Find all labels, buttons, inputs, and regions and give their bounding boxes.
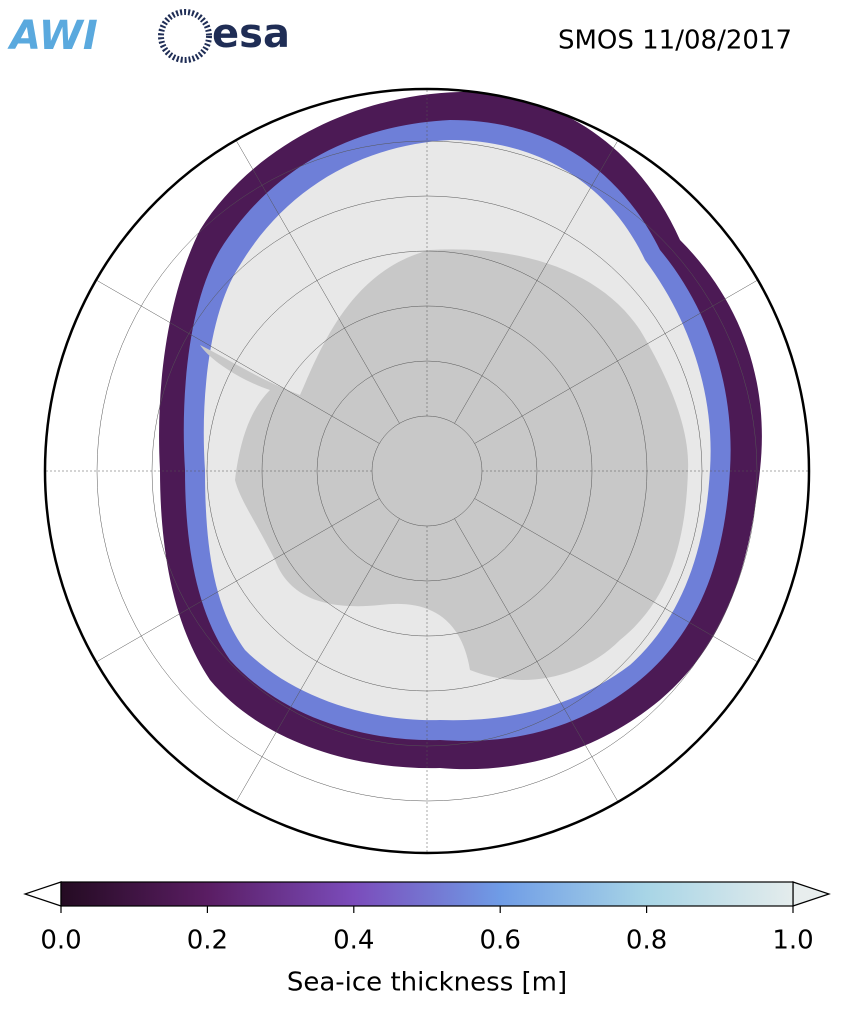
meridian [474, 498, 761, 664]
colorbar-tick-label: 0.2 [187, 926, 228, 956]
colorbar-label: Sea-ice thickness [m] [287, 968, 567, 998]
antarctica [200, 249, 689, 680]
meridian [454, 518, 620, 805]
map [45, 89, 809, 853]
meridian [234, 137, 400, 424]
parallel [316, 360, 538, 582]
meridian [93, 498, 380, 664]
graticule [45, 89, 809, 853]
meridian [234, 518, 400, 805]
esa-logo: esa [212, 11, 290, 57]
colorbar-over [792, 881, 831, 907]
colorbar-tick-label: 0.6 [480, 926, 521, 956]
colorbar-scale [60, 881, 794, 907]
meridian [474, 278, 761, 444]
colorbar: Sea-ice thickness [m] 0.0 0.2 0.4 0.6 0.8 1.0 [23, 881, 831, 998]
esa-mark [158, 9, 212, 63]
colorbar-under [23, 881, 62, 907]
colorbar-tick-label: 1.0 [772, 926, 813, 956]
meridian [454, 137, 620, 424]
colorbar-tick-label: 0.8 [626, 926, 667, 956]
map-title: SMOS 11/08/2017 [558, 26, 792, 56]
parallel [96, 140, 758, 802]
colorbar-tick-label: 0.0 [40, 926, 81, 956]
logos: AWI esa [7, 9, 290, 63]
meridian [93, 278, 380, 444]
map-boundary [43, 87, 811, 855]
colorbar-tick-label: 0.4 [333, 926, 374, 956]
awi-logo: AWI [7, 13, 98, 59]
